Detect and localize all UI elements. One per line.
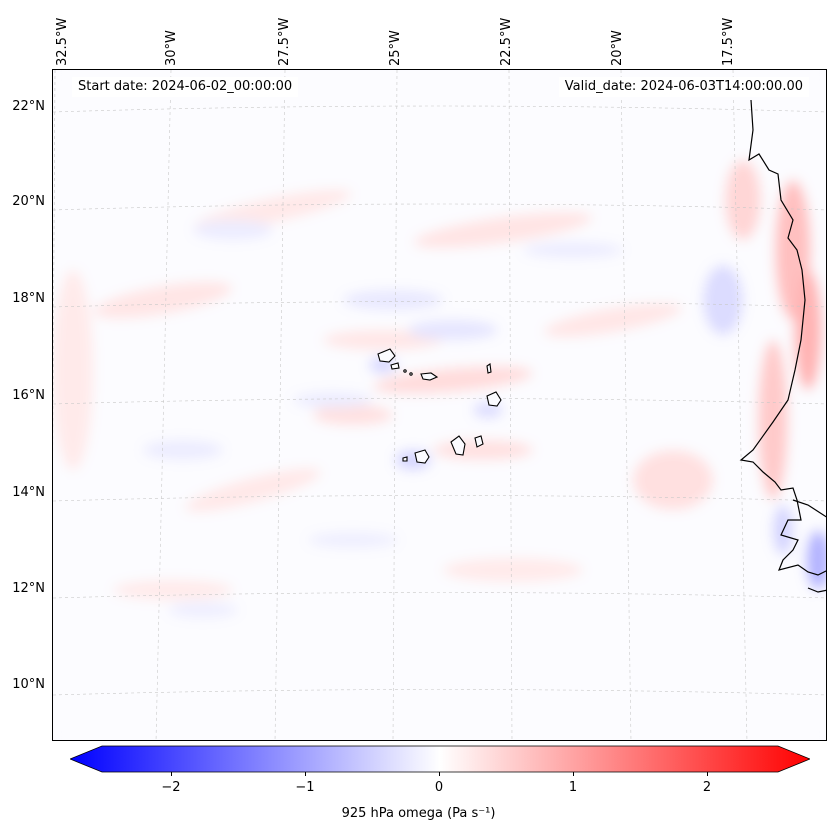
colorbar-tick — [707, 772, 708, 776]
colorbar-gradient — [68, 745, 812, 773]
colorbar-tick-label: 1 — [568, 780, 578, 795]
lat-label: 16°N — [12, 388, 45, 403]
lat-label: 22°N — [12, 99, 45, 114]
colorbar — [68, 744, 812, 774]
lat-label: 14°N — [12, 485, 45, 500]
lon-label: 27.5°W — [277, 17, 292, 66]
lat-label: 20°N — [12, 194, 45, 209]
colorbar-tick — [305, 772, 306, 776]
colorbar-tick-label: 0 — [434, 780, 444, 795]
lon-label: 17.5°W — [721, 17, 736, 66]
lon-label: 20°W — [610, 30, 625, 66]
colorbar-tick — [171, 772, 172, 776]
omega-field-map — [53, 70, 826, 740]
cape-verde-islands — [377, 348, 502, 464]
lat-label: 12°N — [12, 581, 45, 596]
valid-date-label: Valid_date: 2024-06-03T14:00:00.00 — [558, 77, 809, 97]
colorbar-tick — [439, 772, 440, 776]
lon-label: 30°W — [164, 30, 179, 66]
lat-label: 10°N — [12, 677, 45, 692]
colorbar-tick-label: −2 — [161, 780, 181, 795]
lon-label: 32.5°W — [55, 17, 70, 66]
graticule — [53, 70, 826, 740]
lat-label: 18°N — [12, 291, 45, 306]
omega-field — [53, 70, 826, 740]
colorbar-title: 925 hPa omega (Pa s⁻¹) — [341, 806, 496, 821]
coastline — [739, 99, 826, 593]
colorbar-tick-label: 2 — [702, 780, 712, 795]
lon-label: 25°W — [388, 30, 403, 66]
colorbar-tick-label: −1 — [295, 780, 315, 795]
lon-label: 22.5°W — [499, 17, 514, 66]
start-date-label: Start date: 2024-06-02_00:00:00 — [72, 77, 299, 97]
map-panel — [52, 69, 827, 741]
colorbar-tick — [573, 772, 574, 776]
